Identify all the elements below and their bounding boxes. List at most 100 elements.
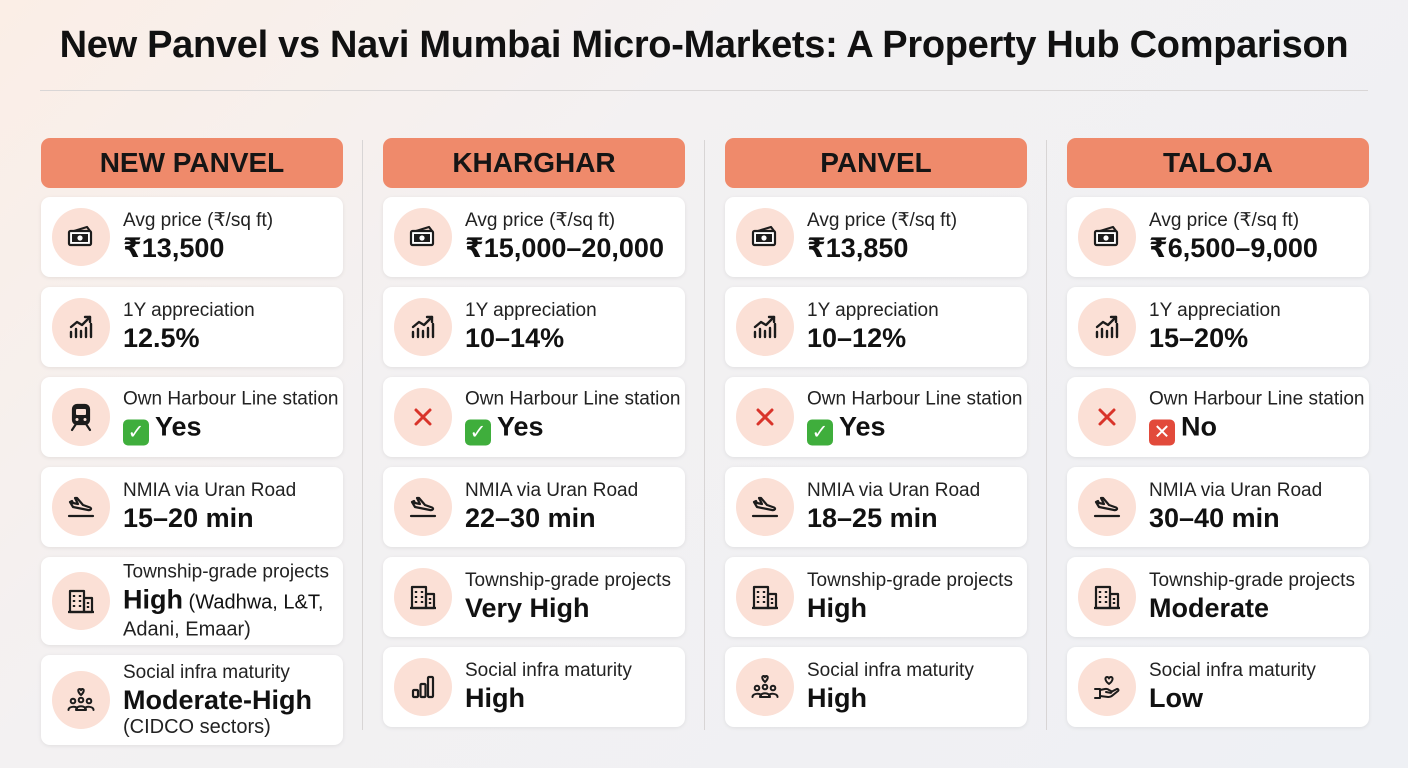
- metric-card: Avg price (₹/sq ft) ₹6,500–9,000: [1067, 197, 1369, 277]
- metric-card: NMIA via Uran Road 22–30 min: [383, 467, 685, 547]
- metric-text: Township-grade projects High (Wadhwa, L&T…: [123, 562, 335, 641]
- building-icon: [394, 568, 452, 626]
- metric-value-text: Yes: [155, 411, 202, 442]
- metric-text: Social infra maturity High: [807, 660, 1019, 714]
- column-separator: [362, 140, 363, 730]
- metric-label: Township-grade projects: [807, 570, 1013, 591]
- metric-value-text: 30–40 min: [1149, 503, 1280, 533]
- metric-label: Township-grade projects: [1149, 570, 1355, 591]
- metric-label: Avg price (₹/sq ft): [465, 210, 616, 231]
- column-header: PANVEL: [725, 138, 1027, 188]
- metric-card: Township-grade projects High: [725, 557, 1027, 637]
- column-panvel: PANVEL Avg price (₹/sq ft) ₹13,850 1Y appre…: [725, 138, 1027, 737]
- metric-value-text: 10–14%: [465, 323, 565, 353]
- column-header: TALOJA: [1067, 138, 1369, 188]
- metric-text: Own Harbour Line station ✕ No: [1149, 388, 1365, 446]
- metric-card: 1Y appreciation 10–14%: [383, 287, 685, 367]
- metric-label: Social infra maturity: [807, 660, 974, 681]
- metric-value: Moderate-High: [123, 684, 335, 716]
- train-icon: [52, 388, 110, 446]
- metric-value: High: [465, 682, 677, 714]
- column-header: KHARGHAR: [383, 138, 685, 188]
- check-badge-icon: ✓: [465, 419, 491, 446]
- metric-value: 10–12%: [807, 322, 1019, 354]
- metric-card: Avg price (₹/sq ft) ₹13,500: [41, 197, 343, 277]
- metric-value: High (Wadhwa, L&T,: [123, 584, 335, 619]
- metric-text: 1Y appreciation 12.5%: [123, 300, 335, 354]
- cross-badge-icon: ✕: [1149, 419, 1175, 446]
- metric-value: ₹13,850: [807, 232, 1019, 264]
- metric-value-text: ₹13,850: [807, 233, 909, 263]
- cross-icon: [736, 388, 794, 446]
- metric-card: Social infra maturity High: [383, 647, 685, 727]
- metric-text: Own Harbour Line station ✓ Yes: [123, 388, 339, 446]
- metric-value: ✓ Yes: [123, 411, 335, 446]
- metric-label: Own Harbour Line station: [123, 388, 339, 410]
- metric-text: Township-grade projects Very High: [465, 570, 677, 624]
- metric-card: Township-grade projects Moderate: [1067, 557, 1369, 637]
- metric-label: Own Harbour Line station: [1149, 388, 1365, 410]
- page-title: New Panvel vs Navi Mumbai Micro-Markets:…: [59, 24, 1349, 66]
- cash-icon: [736, 208, 794, 266]
- check-badge-icon: ✓: [807, 419, 833, 446]
- metric-subtext: Adani, Emaar): [123, 618, 251, 641]
- metric-label: Own Harbour Line station: [807, 388, 1023, 410]
- metric-value: 10–14%: [465, 322, 677, 354]
- metric-value-text: 15–20 min: [123, 503, 254, 533]
- metric-card: Own Harbour Line station ✓ Yes: [41, 377, 343, 457]
- metric-label: Social infra maturity: [123, 662, 290, 683]
- metric-value: ₹13,500: [123, 232, 335, 264]
- metric-text: NMIA via Uran Road 30–40 min: [1149, 480, 1361, 534]
- metric-text: Social infra maturity Low: [1149, 660, 1361, 714]
- metric-subtext: (CIDCO sectors): [123, 716, 271, 738]
- metric-label: 1Y appreciation: [807, 300, 939, 321]
- metric-value-text: Very High: [465, 593, 590, 623]
- metric-text: 1Y appreciation 10–14%: [465, 300, 677, 354]
- column-separator: [1046, 140, 1047, 730]
- chart-up-icon: [1078, 298, 1136, 356]
- metric-label: NMIA via Uran Road: [123, 480, 297, 501]
- metric-card: 1Y appreciation 15–20%: [1067, 287, 1369, 367]
- chart-up-icon: [52, 298, 110, 356]
- metric-value: 12.5%: [123, 322, 335, 354]
- column-header: NEW PANVEL: [41, 138, 343, 188]
- metric-text: 1Y appreciation 10–12%: [807, 300, 1019, 354]
- metric-card: Township-grade projects Very High: [383, 557, 685, 637]
- metric-card: NMIA via Uran Road 15–20 min: [41, 467, 343, 547]
- cross-icon: [1078, 388, 1136, 446]
- metric-text: Social infra maturity Moderate-High (CIDCO…: [123, 662, 335, 738]
- metric-card: Own Harbour Line station ✓ Yes: [383, 377, 685, 457]
- metric-value-text: High: [123, 584, 183, 615]
- metric-value-text: Moderate-High: [123, 685, 312, 715]
- chart-up-icon: [736, 298, 794, 356]
- plane-icon: [394, 478, 452, 536]
- metric-text: Social infra maturity High: [465, 660, 677, 714]
- cash-icon: [1078, 208, 1136, 266]
- metric-value: ✓ Yes: [807, 411, 1019, 446]
- metric-value-text: High: [807, 593, 867, 623]
- metric-value: High: [807, 682, 1019, 714]
- metric-card: Social infra maturity Moderate-High (CIDCO…: [41, 655, 343, 745]
- metric-text: Township-grade projects High: [807, 570, 1019, 624]
- metric-value-text: ₹6,500–9,000: [1149, 233, 1318, 263]
- heart-hand-icon: [1078, 658, 1136, 716]
- metric-value: ✕ No: [1149, 411, 1361, 446]
- metric-value: 30–40 min: [1149, 502, 1361, 534]
- metric-label: Social infra maturity: [465, 660, 632, 681]
- cross-icon: [394, 388, 452, 446]
- metric-value-text: 15–20%: [1149, 323, 1249, 353]
- metric-value-text: High: [807, 683, 867, 713]
- metric-card: Avg price (₹/sq ft) ₹13,850: [725, 197, 1027, 277]
- metric-value-text: 18–25 min: [807, 503, 938, 533]
- building-icon: [52, 572, 110, 630]
- title-divider: [40, 90, 1368, 91]
- metric-value-text: ₹15,000–20,000: [465, 233, 664, 263]
- metric-value-text: 12.5%: [123, 323, 200, 353]
- metric-card: Township-grade projects High (Wadhwa, L&T…: [41, 557, 343, 645]
- metric-value-text: No: [1181, 411, 1217, 442]
- column-new-panvel: NEW PANVEL Avg price (₹/sq ft) ₹13,500 1Y a…: [41, 138, 343, 755]
- metric-value-text: Yes: [497, 411, 544, 442]
- metric-card: 1Y appreciation 12.5%: [41, 287, 343, 367]
- metric-card: Social infra maturity High: [725, 647, 1027, 727]
- metric-label: Avg price (₹/sq ft): [807, 210, 958, 231]
